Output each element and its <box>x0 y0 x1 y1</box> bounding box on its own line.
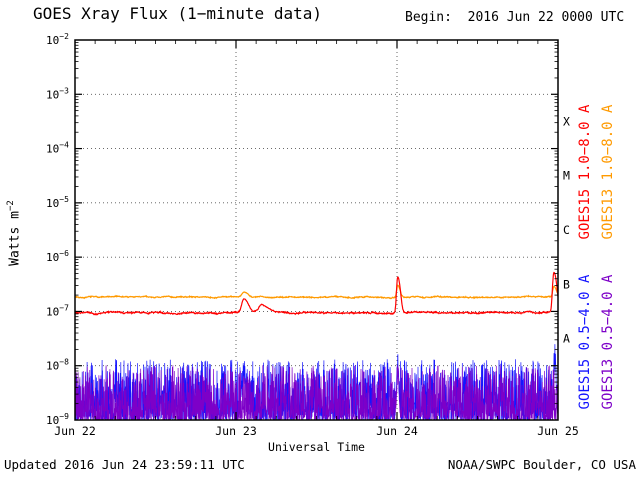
svg-text:10−5: 10−5 <box>46 195 69 210</box>
y-axis-label: Watts m−2 <box>6 173 22 293</box>
svg-text:Jun 23: Jun 23 <box>215 424 257 438</box>
svg-text:C: C <box>563 223 570 237</box>
begin-time: Begin: 2016 Jun 22 0000 UTC <box>405 10 625 25</box>
chart-title: GOES Xray Flux (1−minute data) <box>33 4 322 23</box>
legend-goes15-short: GOES15 0.5−4.0 A <box>577 274 593 410</box>
updated-timestamp: Updated 2016 Jun 24 23:59:11 UTC <box>4 457 245 472</box>
svg-text:10−9: 10−9 <box>46 412 69 427</box>
svg-text:10−3: 10−3 <box>46 86 69 101</box>
svg-text:Jun 22: Jun 22 <box>54 424 96 438</box>
credit-text: NOAA/SWPC Boulder, CO USA <box>447 457 636 472</box>
svg-text:M: M <box>563 169 570 183</box>
svg-text:Jun 24: Jun 24 <box>376 424 418 438</box>
x-axis-label: Universal Time <box>268 440 365 454</box>
svg-text:X: X <box>563 114 570 128</box>
y-axis-label-base: Watts m <box>7 211 23 266</box>
svg-text:B: B <box>563 277 570 291</box>
svg-text:Jun 25: Jun 25 <box>537 424 579 438</box>
legend-goes13-short: GOES13 0.5−4.0 A <box>600 274 616 410</box>
y-axis-label-exponent: −2 <box>6 200 16 212</box>
svg-text:A: A <box>563 332 570 346</box>
svg-text:10−6: 10−6 <box>46 249 69 264</box>
svg-text:10−7: 10−7 <box>46 303 69 318</box>
svg-text:10−2: 10−2 <box>46 32 69 47</box>
svg-text:10−8: 10−8 <box>46 358 69 373</box>
svg-text:10−4: 10−4 <box>46 141 69 156</box>
